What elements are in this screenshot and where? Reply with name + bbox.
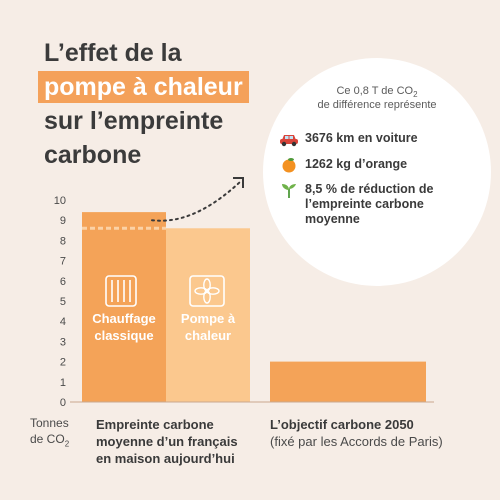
bar (270, 361, 426, 402)
bubble-header-line-1: Ce 0,8 T de CO (336, 85, 414, 97)
bubble-header-sub: 2 (413, 90, 418, 100)
info-bubble: Ce 0,8 T de CO2 de différence représente… (263, 58, 491, 286)
title-highlight: pompe à chaleur (38, 71, 249, 103)
bubble-row-sprout-line-1: 8,5 % de réduction de (305, 182, 434, 196)
y-axis-label-line-1: Tonnes (30, 416, 69, 430)
bubble-row-orange-text: 1262 kg d’orange (305, 157, 408, 171)
title-line-4: carbone (44, 141, 142, 169)
x-label-group-1-line-1: Empreinte carbone (96, 417, 214, 432)
bubble-row-sprout-line-2: l’empreinte carbone (305, 197, 424, 211)
title-line-1: L’effet de la (44, 39, 182, 67)
sprout-icon (282, 184, 296, 198)
y-tick-label: 0 (60, 397, 66, 409)
arrow-head-icon (233, 177, 244, 188)
y-axis-label: Tonnes de CO2 (30, 415, 69, 452)
orange-icon (282, 158, 296, 173)
y-tick-label: 8 (60, 235, 66, 247)
y-tick-label: 9 (60, 215, 66, 227)
radiator-icon (105, 275, 137, 307)
x-label-group-2: L’objectif carbone 2050 (fixé par les Ac… (270, 416, 443, 450)
y-axis-label-line-2: de CO (30, 432, 65, 446)
bar-label-line-1: Pompe à (181, 311, 236, 326)
y-tick-label: 7 (60, 256, 66, 268)
bar (166, 228, 250, 402)
bubble-row-sprout-text: 8,5 % de réduction de l’empreinte carbon… (305, 182, 434, 227)
bar (82, 212, 166, 402)
y-tick-label: 10 (54, 195, 66, 207)
heat-pump-icon-hub (205, 289, 209, 293)
page-title: L’effet de la pompe à chaleur sur l’empr… (38, 36, 249, 172)
x-label-group-2-line-1: L’objectif carbone 2050 (270, 417, 414, 432)
y-tick-label: 5 (60, 296, 66, 308)
bar-label-line-2: classique (94, 328, 153, 343)
title-line-3: sur l’empreinte (44, 107, 224, 135)
car-icon (280, 135, 298, 147)
bubble-row-car-text: 3676 km en voiture (305, 131, 418, 145)
bubble-row-sprout-line-3: moyenne (305, 212, 360, 226)
x-label-group-1-line-2: moyenne d’un français (96, 434, 238, 449)
x-label-group-1: Empreinte carbone moyenne d’un français … (96, 416, 238, 467)
y-tick-label: 6 (60, 276, 66, 288)
y-tick-label: 4 (60, 316, 66, 328)
x-label-group-2-line-2: (fixé par les Accords de Paris) (270, 434, 443, 449)
bar-label-line-1: Chauffage (92, 311, 156, 326)
y-axis-label-sub: 2 (64, 439, 70, 449)
bubble-header-line-2: de différence représente (317, 99, 437, 111)
arrow-dotted-path (151, 181, 241, 222)
bubble-header: Ce 0,8 T de CO2 (263, 84, 491, 102)
bar-label-line-2: chaleur (185, 328, 231, 343)
heat-pump-icon (189, 275, 225, 307)
y-tick-label: 1 (60, 377, 66, 389)
y-tick-label: 3 (60, 336, 66, 348)
y-tick-label: 2 (60, 357, 66, 369)
x-label-group-1-line-3: en maison aujourd’hui (96, 451, 235, 466)
